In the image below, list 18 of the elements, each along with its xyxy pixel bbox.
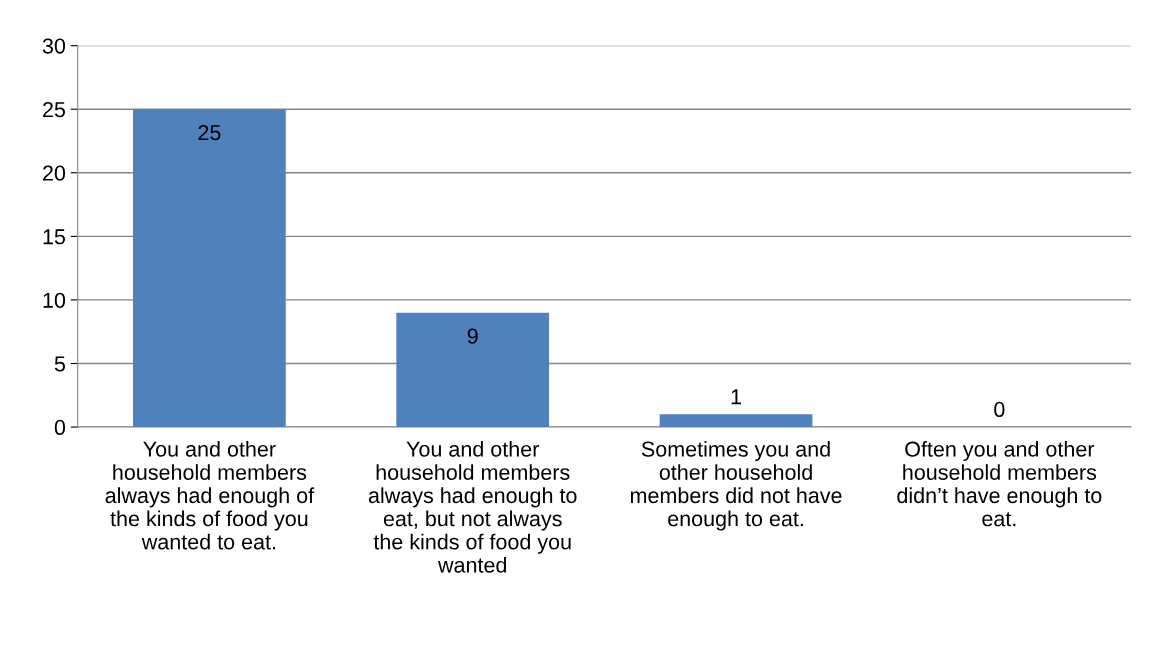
- y-tick-label: 15: [43, 229, 66, 245]
- y-tick-label: 20: [43, 165, 66, 181]
- data-label: 25: [198, 125, 221, 141]
- y-tick-label: 25: [43, 101, 66, 118]
- bar: [659, 414, 813, 428]
- data-label: 0: [994, 401, 1005, 418]
- bar: [396, 312, 550, 428]
- y-tick-label: 30: [42, 38, 66, 54]
- data-label: 9: [467, 328, 478, 344]
- y-tick-label: 5: [54, 356, 66, 372]
- x-tick-label: You and other household members always had enough to eat, but not always the kinds of food you wanted: [368, 440, 577, 573]
- y-tick-label: 0: [54, 419, 66, 436]
- x-tick-label: Sometimes you and other household members did not have enough to eat.: [630, 440, 842, 531]
- bar: [133, 109, 286, 428]
- y-tick-label: 10: [43, 292, 66, 308]
- x-tick-label: Often you and other household members didn’t have enough to eat.: [897, 440, 1102, 527]
- x-tick-label: You and other household members always had enough of the kinds of food you wanted to eat.: [105, 440, 315, 550]
- data-label: 1: [731, 389, 741, 405]
